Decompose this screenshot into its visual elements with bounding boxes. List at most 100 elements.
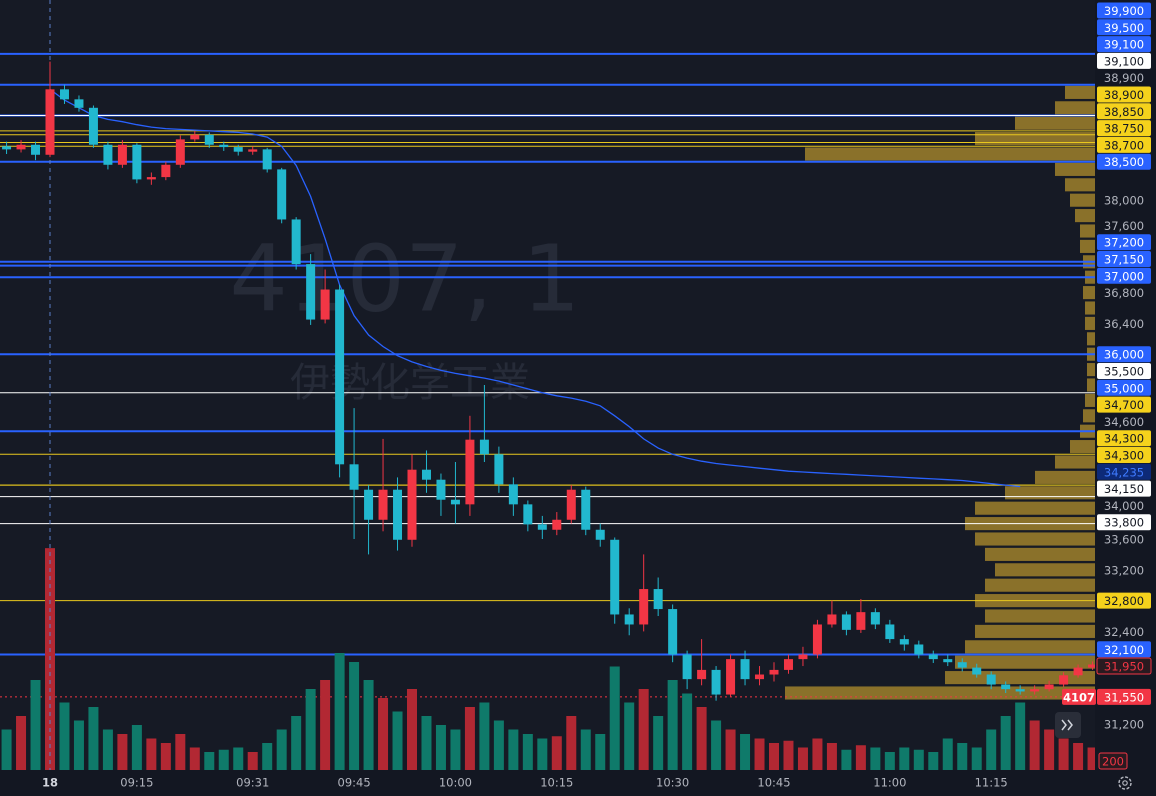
profile-bar [975, 532, 1095, 546]
candle-body [45, 89, 55, 155]
candle-body [1088, 664, 1098, 668]
x-tick-label: 09:45 [338, 776, 371, 790]
watermark-symbol: 4107, 1 [229, 225, 580, 332]
profile-bar [945, 671, 1095, 685]
price-badge-label: 33,800 [1104, 516, 1144, 530]
candle-body [755, 674, 765, 680]
plot-area [0, 0, 1095, 770]
y-tick-label: 34,600 [1104, 415, 1144, 429]
candle-body [856, 612, 866, 630]
price-badge-label: 38,750 [1104, 122, 1144, 136]
price-badge-label: 34,700 [1104, 398, 1144, 412]
profile-bar [805, 147, 1095, 161]
volume-bar [450, 729, 461, 770]
candle-body [407, 469, 417, 540]
candle-body [335, 289, 345, 465]
x-tick-label: 18 [42, 776, 58, 790]
price-badge-label: 38,900 [1104, 88, 1144, 102]
price-badge [1097, 267, 1151, 284]
candle-body [581, 489, 591, 530]
price-badge-label: 31,550 [1104, 690, 1144, 704]
profile-bar [1055, 162, 1095, 176]
candle-body [88, 107, 98, 145]
price-badge [1096, 657, 1152, 675]
price-badge [1097, 379, 1151, 396]
scroll-button[interactable] [1055, 712, 1081, 738]
profile-bar [1087, 363, 1095, 377]
price-badge-label: 39,900 [1104, 4, 1144, 18]
profile-bar [1083, 409, 1095, 423]
volume-bar [349, 662, 360, 770]
scroll-button-bg[interactable] [1055, 712, 1081, 738]
price-badge [1097, 463, 1151, 480]
volume-bar [725, 729, 736, 770]
symbol-badge [1062, 688, 1096, 705]
candle-body [812, 624, 822, 655]
candle-body [726, 659, 736, 695]
candle-body [436, 479, 446, 500]
volume-bar [913, 749, 924, 770]
y-tick-label: 33,600 [1104, 533, 1144, 547]
candle-body [262, 149, 272, 170]
volume-bar [247, 752, 258, 770]
candle-body [899, 639, 909, 645]
candle-body [16, 144, 26, 150]
volume-bar [262, 743, 273, 770]
price-badge [1097, 447, 1151, 463]
candle-body [682, 654, 692, 680]
settings-button[interactable] [1118, 776, 1132, 790]
price-badge [1097, 19, 1151, 36]
volume-bar [653, 716, 664, 770]
price-badge [1097, 396, 1151, 413]
price-badge-label: 34,300 [1104, 449, 1144, 463]
price-badge-label: 32,800 [1104, 594, 1144, 608]
profile-bar [1083, 286, 1095, 300]
volume-bar [1015, 702, 1026, 770]
volume-bar [899, 747, 910, 770]
candle-body [885, 624, 895, 640]
y-tick-label: 32,400 [1104, 625, 1144, 639]
x-tick-label: 09:31 [236, 776, 269, 790]
price-badge [1097, 153, 1151, 170]
candle-body [421, 469, 431, 480]
candle-body [1073, 667, 1083, 676]
candle-body [508, 484, 518, 505]
volume-bar [638, 689, 649, 770]
volume-bar [175, 734, 186, 770]
vwap-line [49, 88, 1021, 488]
candle-body [248, 149, 258, 152]
volume-bar [291, 716, 302, 770]
gear-center [1122, 780, 1128, 786]
chevron [1061, 719, 1067, 731]
gear[interactable] [1118, 776, 1132, 790]
profile-bar [1015, 116, 1095, 130]
volume-bar [986, 729, 997, 770]
volume-bar [407, 689, 417, 770]
volume-bar [855, 745, 866, 770]
price-badge-label: 38,700 [1104, 138, 1144, 152]
volume-bar [30, 680, 41, 770]
y-tick-label: 38,900 [1104, 71, 1144, 85]
candle-body [595, 529, 605, 540]
candle-body [117, 144, 127, 165]
volume-bar [682, 693, 693, 770]
candle-body [523, 504, 533, 525]
volume-bar [160, 743, 171, 770]
volume-bar [59, 702, 70, 770]
candle-body [393, 489, 403, 540]
volume-bar [667, 680, 678, 770]
candle-body [610, 539, 620, 615]
price-badge [1097, 234, 1151, 251]
volume-bar [189, 747, 200, 770]
candle-body [783, 659, 793, 670]
price-badge-label: 37,200 [1104, 236, 1144, 250]
price-badge [1097, 86, 1151, 103]
volume-bar [16, 716, 27, 770]
volume-bar [522, 734, 533, 770]
candle-body [697, 669, 707, 680]
volume-bar [378, 698, 389, 770]
profile-bar [1075, 209, 1095, 223]
candle-body [1001, 684, 1011, 690]
candle-body [161, 164, 171, 178]
price-badge-label: 36,000 [1104, 348, 1144, 362]
